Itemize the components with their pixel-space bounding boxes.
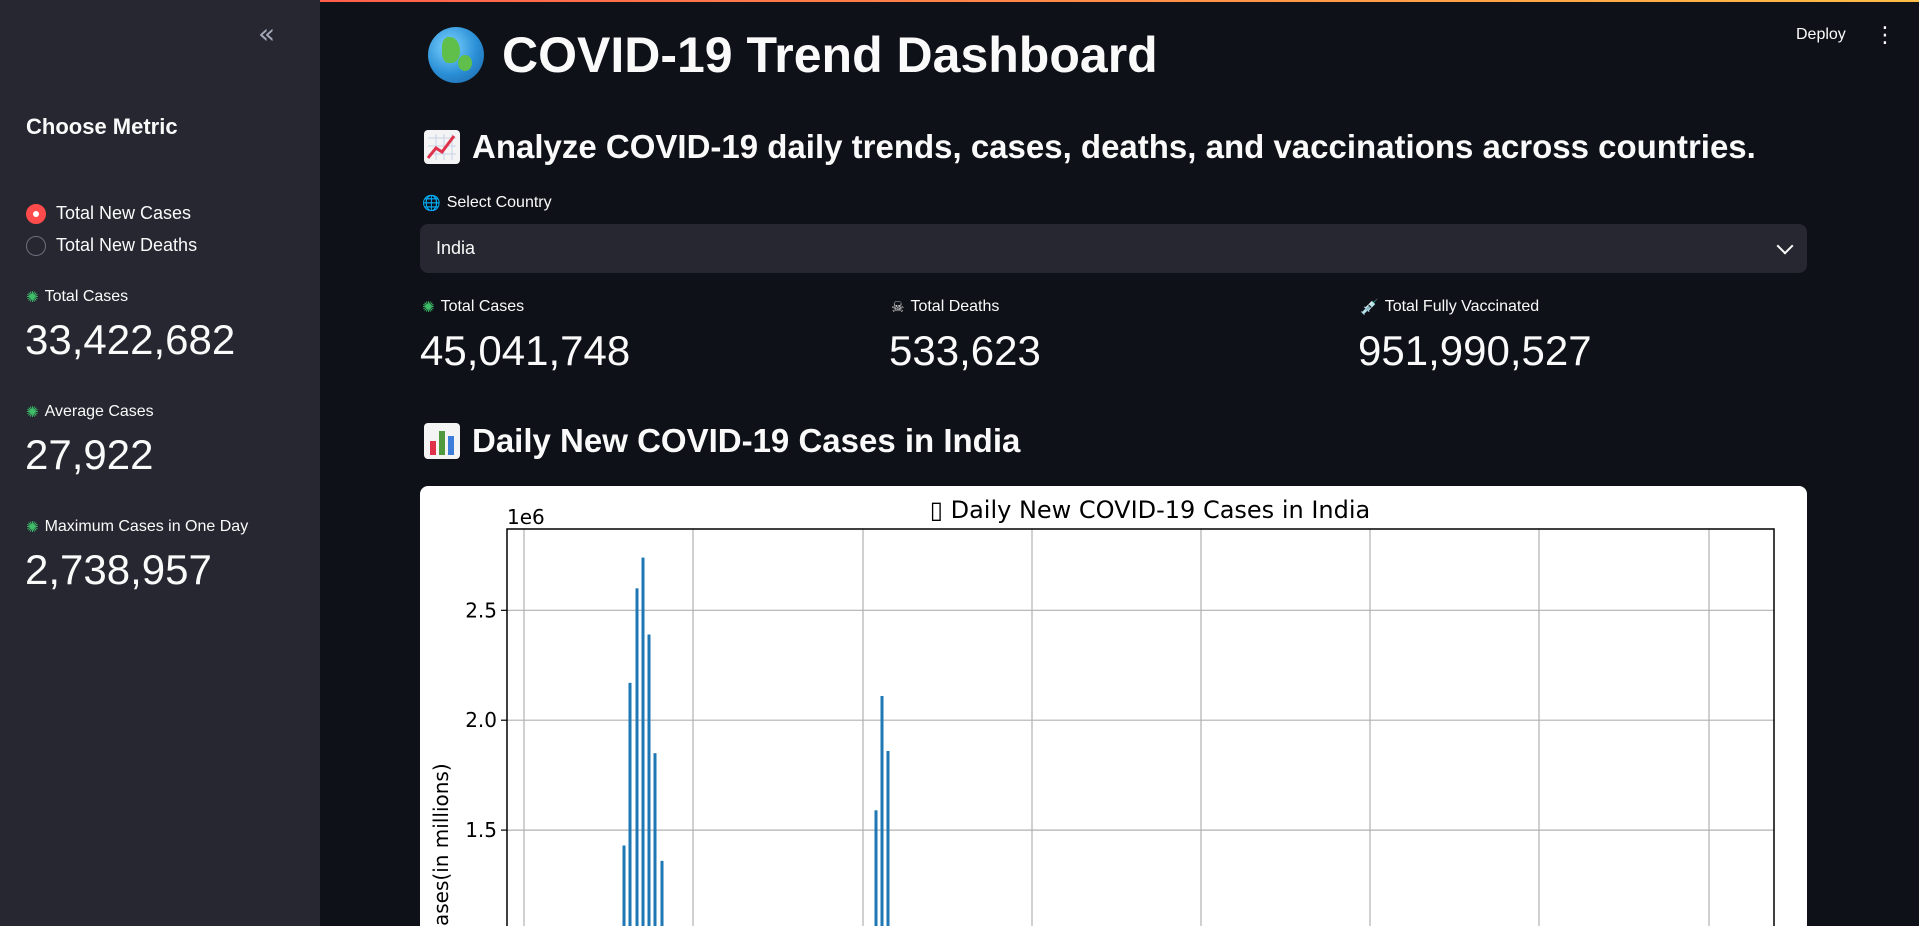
kpi-label: 💉 Total Fully Vaccinated [1360,298,1539,316]
sidebar-metric-value: 2,738,957 [25,546,212,593]
chart-bar [880,696,884,926]
kpi-label: ☠ Total Deaths [891,298,999,316]
sidebar-metric-value: 27,922 [25,431,154,478]
sidebar-metric-label: ✺ Maximum Cases in One Day [26,518,248,536]
sidebar: « Choose Metric Total New Cases Total Ne… [0,0,320,926]
radio-label: Total New Cases [56,203,192,223]
y-axis-label: ases(in millions) [429,763,453,926]
chart-bar [622,845,626,926]
sidebar-metric-label: ✺ Average Cases [26,403,154,421]
sidebar-title: Choose Metric [26,114,178,139]
deploy-button[interactable]: Deploy [1796,26,1846,43]
syringe-icon: 💉 [1360,298,1379,316]
chart-bar [635,588,639,926]
country-select[interactable]: India [420,224,1807,273]
kpi-value: 45,041,748 [420,327,631,374]
kpi-value: 533,623 [889,327,1041,374]
chart-title: ▯ Daily New COVID-19 Cases in India [930,496,1370,524]
page-title: COVID-19 Trend Dashboard [428,26,1158,84]
chart-container: ▯ Daily New COVID-19 Cases in India 1e6 … [420,486,1807,926]
y-tick-label: 2.0 [465,708,497,732]
country-select-value: India [436,238,476,258]
virus-icon: ✺ [26,518,39,536]
metric-label-text: Average Cases [44,403,154,420]
globe-icon [428,27,484,83]
kpi-value: 951,990,527 [1358,327,1592,374]
skull-icon: ☠ [891,298,905,316]
chart-grid [507,529,1774,926]
radio-total-new-cases[interactable]: Total New Cases [26,203,191,224]
radio-unselected-icon[interactable] [26,235,46,256]
page-title-text: COVID-19 Trend Dashboard [502,27,1158,83]
y-offset-label: 1e6 [507,505,545,529]
kpi-label-text: Total Deaths [910,298,1000,315]
chart-increasing-icon [424,130,460,164]
section-heading: Daily New COVID-19 Cases in India [424,422,1020,460]
metric-label-text: Maximum Cases in One Day [44,518,249,535]
radio-selected-icon[interactable] [26,203,46,224]
y-tick-label: 1.5 [465,818,497,842]
chart-bar [653,753,657,926]
chart-bar [628,682,632,926]
radio-label: Total New Deaths [56,235,198,255]
y-ticks: 1.5 2.0 2.5 [465,598,507,842]
section-heading-text: Daily New COVID-19 Cases in India [472,422,1021,459]
y-tick-label: 2.5 [465,598,497,622]
radio-total-new-deaths[interactable]: Total New Deaths [26,235,197,256]
virus-icon: ✺ [26,288,39,306]
select-label-text: Select Country [446,194,552,211]
chart-bar [660,860,664,926]
bar-chart-icon [424,423,460,459]
kpi-label-text: Total Fully Vaccinated [1384,298,1540,315]
page-subtitle-text: Analyze COVID-19 daily trends, cases, de… [472,128,1756,165]
kebab-menu-icon[interactable]: ⋮ [1874,22,1896,47]
kpi-label-text: Total Cases [440,298,525,315]
chart-bar [641,557,645,926]
virus-icon: ✺ [26,403,39,421]
sidebar-metric-value: 33,422,682 [25,316,236,363]
collapse-sidebar-icon[interactable]: « [258,17,276,50]
chart-bar [874,810,878,926]
virus-icon: ✺ [422,298,435,316]
chevron-down-icon[interactable] [1776,237,1794,254]
globe-meridians-icon: 🌐 [422,194,441,212]
kpi-label: ✺ Total Cases [422,298,524,316]
daily-cases-chart: ▯ Daily New COVID-19 Cases in India 1e6 … [429,496,1775,926]
sidebar-metric-label: ✺ Total Cases [26,288,128,306]
chart-bar [647,634,651,926]
plot-frame [506,528,1775,926]
page-subtitle: Analyze COVID-19 daily trends, cases, de… [424,128,1756,166]
metric-label-text: Total Cases [44,288,129,305]
select-country-label: 🌐 Select Country [422,194,552,212]
chart-bars [622,557,890,926]
chart-bar [886,750,890,926]
top-accent-line [0,0,1919,2]
